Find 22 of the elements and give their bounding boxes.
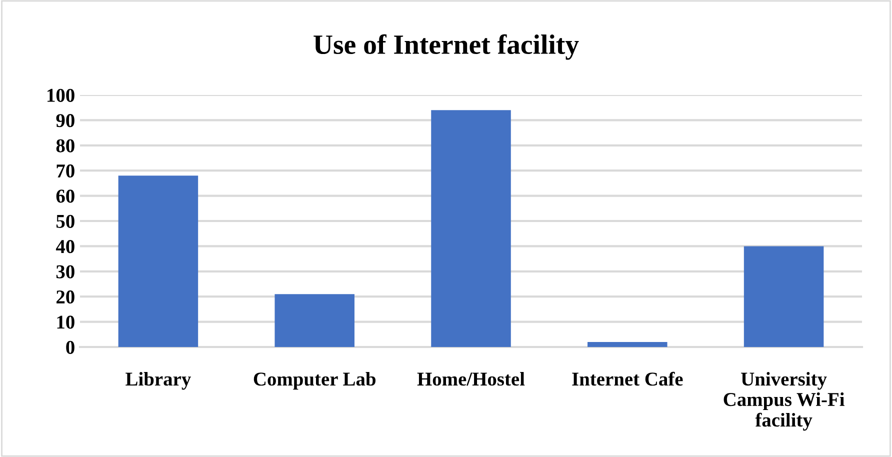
y-tick-label: 80 xyxy=(56,139,74,152)
x-tick-label: Computer Lab xyxy=(254,372,376,390)
y-tick-label: 50 xyxy=(56,214,74,228)
bar xyxy=(274,294,354,347)
y-tick-label: 60 xyxy=(56,190,74,203)
y-tick-label: 20 xyxy=(56,290,74,304)
bar xyxy=(431,110,511,347)
y-tick-label: 0 xyxy=(66,340,74,354)
x-tick-label: Library xyxy=(126,372,191,390)
y-tick-label: 10 xyxy=(57,316,74,329)
y-tick-label: 40 xyxy=(56,240,74,254)
bar xyxy=(588,342,668,347)
y-tick-label: 90 xyxy=(56,114,74,128)
x-tick-label: Home/Hostel xyxy=(417,372,525,386)
bar xyxy=(744,246,824,347)
y-tick-label: 100 xyxy=(48,88,74,102)
chart-title: Use of Internet facility xyxy=(314,34,579,60)
y-tick-label: 70 xyxy=(56,164,74,178)
y-tick-label: 30 xyxy=(56,265,74,278)
x-tick-label: University Campus Wi-Fi facility xyxy=(724,372,844,431)
x-tick-label: Internet Cafe xyxy=(572,372,683,386)
bar xyxy=(118,176,198,347)
